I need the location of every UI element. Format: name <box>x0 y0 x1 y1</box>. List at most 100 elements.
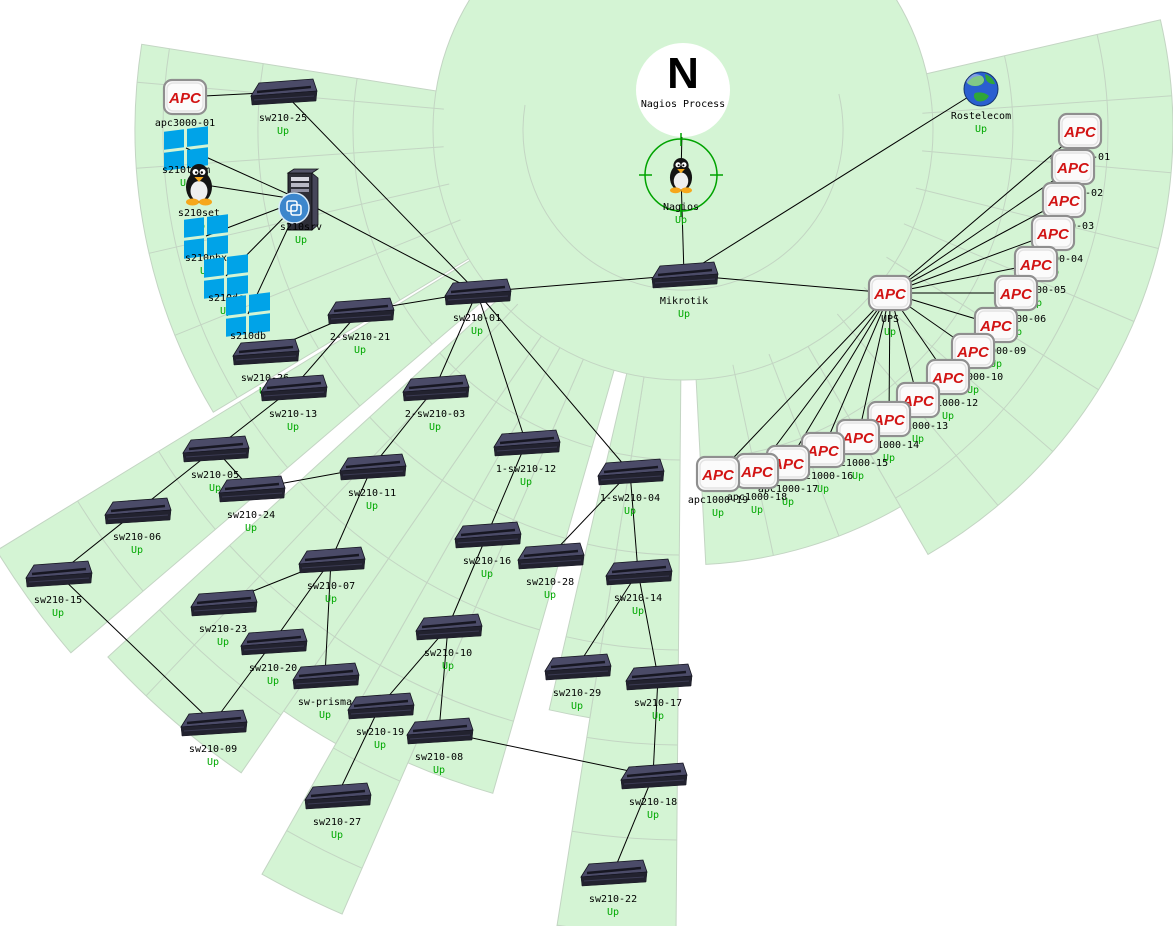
node-label: sw210-23 <box>199 624 247 635</box>
apc-ups-icon: APC <box>867 274 913 312</box>
node-label: s210set <box>178 208 220 219</box>
node-rostelecom[interactable]: Rostelecom Up <box>951 71 1011 135</box>
node-status: Up <box>967 385 979 396</box>
apc-ups-icon: APC <box>1030 214 1076 252</box>
node-sw210-13[interactable]: sw210-13 Up <box>260 374 328 433</box>
apc-ups-icon: APC <box>993 274 1039 312</box>
node-label: sw210-19 <box>356 727 404 738</box>
node-status: Up <box>354 345 366 356</box>
node-nagios[interactable]: Nagios Up <box>639 133 723 226</box>
node-sw210-17[interactable]: sw210-17 Up <box>625 663 693 722</box>
node-status: Up <box>712 508 724 519</box>
switch-icon <box>406 717 474 745</box>
node-sw210-23[interactable]: sw210-23 Up <box>190 589 258 648</box>
node-label: apc1000-12 <box>918 398 978 409</box>
node-label: sw210-17 <box>634 698 682 709</box>
svg-text:APC: APC <box>771 456 805 473</box>
edge-sw210-18--sw210-22 <box>612 775 654 874</box>
switch-icon <box>493 429 561 457</box>
node-label: s210term <box>162 165 210 176</box>
node-label: sw210-09 <box>189 744 237 755</box>
switch-icon <box>444 278 512 306</box>
switch-icon <box>402 374 470 402</box>
node-status: Up <box>331 830 343 841</box>
switch-icon <box>218 475 286 503</box>
windows-logo-icon <box>204 254 248 299</box>
node-mikrotik[interactable]: Mikrotik Up <box>651 261 719 320</box>
node-status: Up <box>571 701 583 712</box>
node-sw210-24[interactable]: sw210-24 Up <box>218 475 286 534</box>
node-status: Up <box>912 434 924 445</box>
switch-icon <box>347 692 415 720</box>
node-apc1000-16[interactable]: APC apc1000-16 Up <box>793 431 853 495</box>
node-status: Up <box>366 501 378 512</box>
node-sw210-10[interactable]: sw210-10 Up <box>415 613 483 672</box>
node-sw210-07[interactable]: sw210-07 Up <box>298 546 366 605</box>
node-sw210-09[interactable]: sw210-09 Up <box>180 709 248 768</box>
node-apc1000-09[interactable]: APC apc1000-09 Up <box>966 306 1026 370</box>
node-1-sw210-04[interactable]: 1-sw210-04 Up <box>597 458 665 517</box>
node-status: Up <box>975 124 987 135</box>
node-s210pbx[interactable]: s210pbxUp <box>184 214 228 277</box>
node-apc1000-18[interactable]: APC apc1000-18 Up <box>727 452 787 516</box>
node-sw210-22[interactable]: sw210-22 Up <box>580 859 648 918</box>
node-status: Up <box>245 523 257 534</box>
node-sw210-06[interactable]: sw210-06 Up <box>104 497 172 556</box>
node-1-sw210-12[interactable]: 1-sw210-12 Up <box>493 429 561 488</box>
node-apc1000-15[interactable]: APC apc1000-15 Up <box>828 418 888 482</box>
node-nagios-process[interactable]: N Nagios Process <box>636 43 730 137</box>
node-sw-prisma[interactable]: sw-prisma Up <box>292 662 360 721</box>
node-sw210-19[interactable]: sw210-19 Up <box>347 692 415 751</box>
node-status: Up <box>295 235 307 246</box>
node-label: 2-sw210-21 <box>330 332 390 343</box>
switch-icon <box>580 859 648 887</box>
node-sw210-18[interactable]: sw210-18 Up <box>620 762 688 821</box>
svg-text:APC: APC <box>701 467 735 484</box>
node-label: sw210-18 <box>629 797 677 808</box>
node-2-sw210-21[interactable]: 2-sw210-21 Up <box>327 297 395 356</box>
edge-sw210-01--1-sw210-04 <box>476 291 631 473</box>
node-apc1000-19[interactable]: APC apc1000-19 Up <box>688 455 748 519</box>
node-status: Up <box>207 757 219 768</box>
node-sw210-27[interactable]: sw210-27 Up <box>304 782 372 841</box>
edge-nagios--mikrotik <box>680 174 685 276</box>
switch-icon <box>232 338 300 366</box>
edge-mikrotik--ups <box>683 274 891 294</box>
node-label: sw210-08 <box>415 752 463 763</box>
node-status: Up <box>678 309 690 320</box>
nagios-target-icon <box>639 133 723 217</box>
node-label: sw210-10 <box>424 648 472 659</box>
node-apc3000-01[interactable]: APC apc3000-01 <box>155 78 215 129</box>
node-status: Up <box>990 359 1002 370</box>
node-sw210-16[interactable]: sw210-16 Up <box>454 521 522 580</box>
node-sw210-11[interactable]: sw210-11 Up <box>339 453 407 512</box>
map-nodes: N Nagios Process Nagios Up <box>25 43 1110 918</box>
node-sw210-14[interactable]: sw210-14 Up <box>605 558 673 617</box>
node-sw210-08[interactable]: sw210-08 Up <box>406 717 474 776</box>
nagios-process-icon: N <box>636 43 730 137</box>
node-s210term[interactable]: s210term Up <box>162 126 210 189</box>
node-sw210-29[interactable]: sw210-29 Up <box>544 653 612 712</box>
node-label: sw210-13 <box>269 409 317 420</box>
node-s210db[interactable]: s210dbUp <box>226 292 270 355</box>
node-sw210-28[interactable]: sw210-28 Up <box>517 542 585 601</box>
node-2-sw210-03[interactable]: 2-sw210-03 Up <box>402 374 470 433</box>
edge-sw210-01--sw210-25 <box>282 91 478 293</box>
node-sw210-05[interactable]: sw210-05 Up <box>182 435 250 494</box>
node-sw210-20[interactable]: sw210-20 Up <box>240 628 308 687</box>
node-s210srv[interactable]: s210srv Up <box>278 168 322 246</box>
node-label: apc1000-18 <box>727 492 787 503</box>
node-sw210-01[interactable]: sw210-01 Up <box>444 278 512 337</box>
node-label: s210srv <box>280 222 322 233</box>
edge-ups--apc1000-19 <box>717 292 891 475</box>
node-ups[interactable]: APC UPS Up <box>867 274 913 338</box>
node-status: Up <box>607 907 619 918</box>
node-sw210-15[interactable]: sw210-15 Up <box>25 560 93 619</box>
node-sw210-25[interactable]: sw210-25 Up <box>250 78 318 137</box>
apc-ups-icon: APC <box>835 418 881 456</box>
node-label: Rostelecom <box>951 111 1011 122</box>
svg-text:APC: APC <box>931 370 965 387</box>
node-label: sw210-01 <box>453 313 501 324</box>
edge-sw210-20--sw210-09 <box>212 641 274 724</box>
